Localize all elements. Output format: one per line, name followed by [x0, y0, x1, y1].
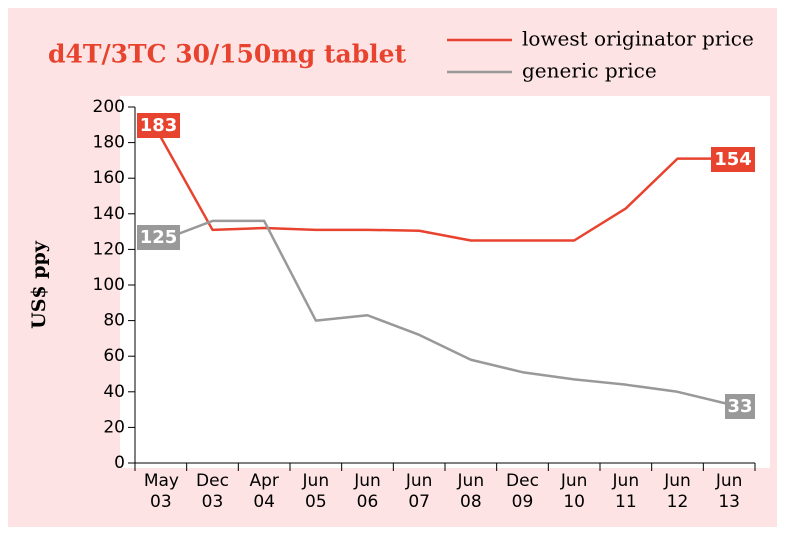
annotation: 154 [714, 149, 752, 170]
y-tick-label: 100 [93, 275, 125, 295]
series-line [160, 219, 730, 406]
annotation-box [725, 394, 755, 419]
x-tick-label: Jun 11 [612, 471, 640, 512]
x-tick-label: May 03 [143, 471, 179, 512]
x-tick-label: Jun 05 [302, 471, 330, 512]
annotation-box [137, 113, 180, 138]
annotation-box [711, 147, 755, 172]
x-tick-label: Dec 03 [196, 471, 229, 512]
y-tick-label: 180 [93, 133, 125, 153]
y-tick-label: 40 [103, 382, 125, 402]
x-tick-label: Jun 07 [405, 471, 433, 512]
plot-area [120, 96, 770, 468]
x-tick-label: Jun 12 [664, 471, 691, 512]
legend-label: lowest originator price [522, 27, 754, 51]
series-line [159, 136, 730, 242]
x-tick-label: Jun 06 [354, 471, 381, 512]
annotation-box [137, 225, 180, 250]
y-tick-label: 60 [103, 346, 125, 366]
y-tick-label: 160 [93, 168, 125, 188]
x-tick-label: Apr 04 [249, 471, 279, 512]
y-axis-label: US$ ppy [28, 240, 50, 329]
y-tick-label: 20 [103, 417, 125, 437]
y-tick-label: 80 [103, 311, 125, 331]
annotation: 33 [727, 396, 752, 417]
annotation: 183 [140, 115, 178, 136]
x-tick-label: Jun 08 [457, 471, 485, 512]
y-tick-label: 200 [93, 97, 125, 117]
x-tick-label: Jun 13 [715, 471, 743, 512]
x-tick-label: Jun 10 [560, 471, 588, 512]
y-tick-label: 120 [93, 239, 125, 259]
x-tick-label: Dec 09 [506, 471, 539, 512]
y-tick-label: 0 [114, 453, 125, 473]
legend-label: generic price [522, 59, 657, 83]
y-tick-label: 140 [93, 204, 125, 224]
chart-title: d4T/3TC 30/150mg tablet [48, 40, 407, 69]
annotation: 125 [140, 227, 178, 248]
